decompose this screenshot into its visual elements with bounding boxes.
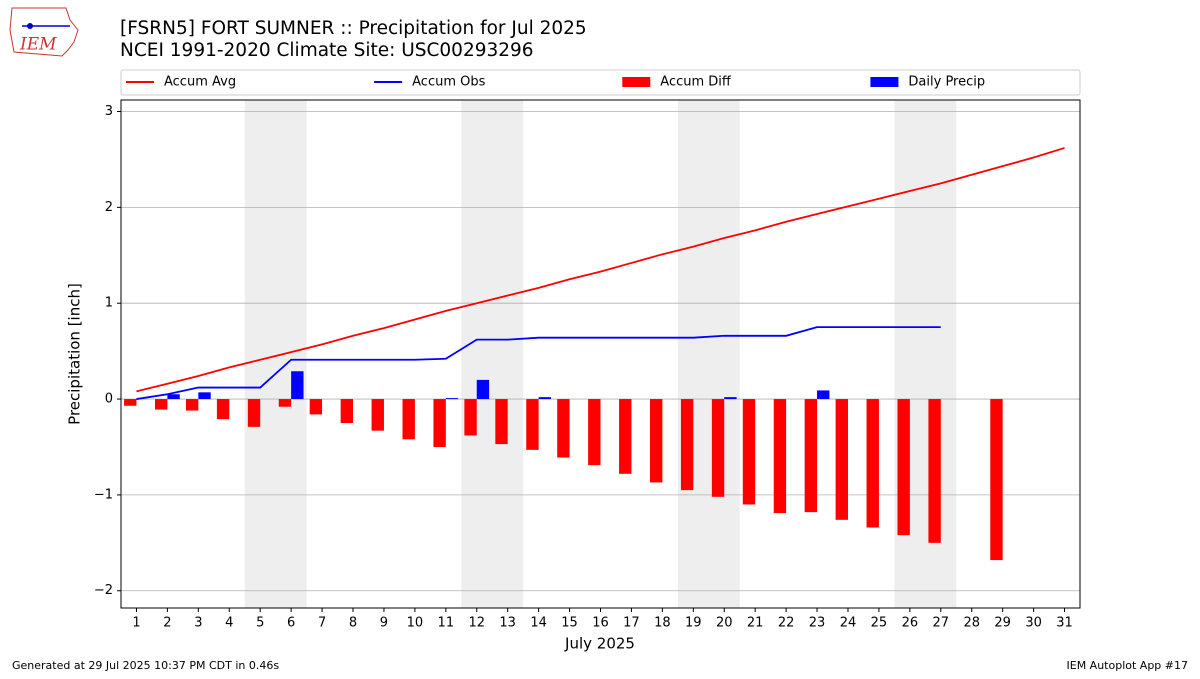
bar [649, 399, 663, 483]
x-axis-label: July 2025 [564, 635, 635, 653]
bar [724, 397, 737, 400]
x-tick-label: 4 [225, 616, 233, 631]
x-tick-label: 18 [654, 616, 671, 631]
x-tick-label: 11 [438, 616, 455, 631]
footer-right: IEM Autoplot App #17 [1067, 659, 1189, 672]
bar [476, 379, 490, 400]
bar [155, 399, 168, 410]
bar [402, 399, 415, 440]
x-tick-label: 13 [499, 616, 516, 631]
x-tick-label: 27 [933, 616, 950, 631]
y-tick-label: 3 [105, 104, 113, 119]
bar [495, 399, 508, 445]
bar [742, 399, 756, 505]
x-tick-label: 6 [287, 616, 295, 631]
bar [433, 399, 446, 447]
weekend-shade [677, 100, 740, 608]
bar [866, 399, 879, 528]
bar [804, 399, 818, 513]
bar [198, 392, 211, 400]
bar [445, 398, 459, 400]
weekend-shade [244, 100, 307, 608]
bar [817, 390, 830, 400]
bar [526, 399, 539, 450]
bar [897, 399, 910, 536]
y-tick-label: 0 [105, 392, 113, 407]
x-tick-label: 21 [747, 616, 764, 631]
bar [124, 399, 137, 406]
x-tick-label: 31 [1056, 616, 1073, 631]
x-tick-label: 5 [256, 616, 264, 631]
x-tick-label: 17 [623, 616, 640, 631]
bar [773, 399, 787, 514]
x-tick-label: 20 [716, 616, 733, 631]
bar [619, 399, 632, 474]
x-tick-label: 14 [530, 616, 547, 631]
legend-label: Accum Avg [164, 75, 236, 90]
chart-title: [FSRN5] FORT SUMNER :: Precipitation for… [120, 18, 587, 39]
x-tick-label: 22 [778, 616, 795, 631]
bar [464, 399, 477, 436]
weekend-shade [461, 100, 524, 608]
bar [247, 399, 261, 427]
bar [711, 399, 725, 497]
x-tick-label: 26 [902, 616, 919, 631]
bar [167, 394, 180, 400]
logo-text: IEM [19, 35, 57, 55]
x-tick-label: 3 [194, 616, 202, 631]
x-tick-label: 1 [132, 616, 140, 631]
x-tick-label: 19 [685, 616, 702, 631]
footer-left: Generated at 29 Jul 2025 10:37 PM CDT in… [12, 659, 279, 672]
bar [538, 397, 552, 400]
y-tick-label: 1 [105, 296, 113, 311]
bar [680, 399, 694, 491]
x-tick-label: 16 [592, 616, 609, 631]
x-tick-label: 25 [871, 616, 888, 631]
chart-subtitle: NCEI 1991-2020 Climate Site: USC00293296 [120, 40, 534, 61]
x-tick-label: 15 [561, 616, 578, 631]
x-tick-label: 8 [349, 616, 357, 631]
logo: IEM [9, 7, 79, 57]
legend-label: Accum Obs [412, 75, 485, 90]
x-tick-label: 7 [318, 616, 326, 631]
bar [278, 399, 292, 407]
line [136, 147, 1065, 393]
bar [309, 399, 323, 415]
x-tick-label: 29 [994, 616, 1011, 631]
y-tick-label: −2 [94, 583, 113, 598]
x-tick-label: 12 [468, 616, 485, 631]
legend-swatch [870, 77, 899, 87]
x-tick-label: 10 [407, 616, 424, 631]
bar [185, 399, 199, 411]
bar [557, 399, 570, 458]
legend-swatch [622, 77, 651, 87]
legend-box [120, 69, 1081, 96]
bar [928, 399, 941, 543]
x-tick-label: 23 [809, 616, 826, 631]
bar [371, 399, 384, 431]
bar [340, 399, 354, 424]
legend-label: Accum Diff [660, 75, 732, 90]
x-tick-label: 28 [963, 616, 980, 631]
x-tick-label: 30 [1025, 616, 1042, 631]
y-tick-label: 2 [105, 200, 113, 215]
bar [216, 399, 230, 420]
x-tick-label: 2 [163, 616, 171, 631]
bar [588, 399, 601, 466]
bar [835, 399, 848, 520]
legend-label: Daily Precip [908, 75, 985, 90]
y-tick-label: −1 [94, 487, 113, 502]
x-tick-label: 9 [380, 616, 388, 631]
bar [990, 399, 1003, 561]
line [136, 326, 941, 400]
y-axis-label: Precipitation [inch] [66, 283, 84, 425]
plot-frame [120, 99, 1081, 609]
bar [291, 371, 304, 400]
x-tick-label: 24 [840, 616, 857, 631]
